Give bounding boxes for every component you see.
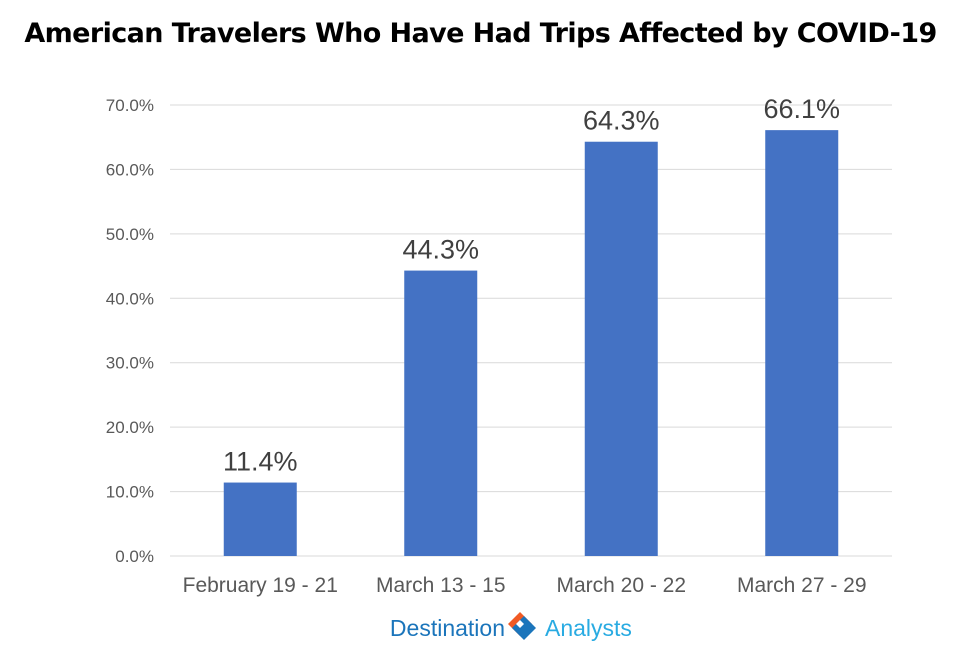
x-tick-label: March 13 - 15 bbox=[376, 574, 506, 597]
data-label: 11.4% bbox=[223, 447, 298, 477]
y-axis-tick-labels: 0.0% 10.0% 20.0% 30.0% 40.0% 50.0% 60.0% 70.0% bbox=[106, 96, 154, 566]
bars bbox=[223, 130, 839, 556]
y-tick-label: 10.0% bbox=[106, 483, 154, 502]
data-labels: 11.4% 44.3% 64.3% 66.1% bbox=[223, 94, 840, 476]
logo-text-analysts: Analysts bbox=[545, 615, 632, 641]
y-tick-label: 50.0% bbox=[106, 225, 154, 244]
logo-text-destination: Destination bbox=[390, 615, 505, 641]
logo-diamond-icon bbox=[508, 612, 536, 640]
data-label: 64.3% bbox=[583, 106, 660, 136]
y-tick-label: 20.0% bbox=[106, 418, 154, 437]
bar bbox=[404, 270, 478, 556]
y-tick-label: 30.0% bbox=[106, 354, 154, 373]
y-tick-label: 70.0% bbox=[106, 96, 154, 115]
y-tick-label: 40.0% bbox=[106, 289, 154, 308]
y-tick-label: 60.0% bbox=[106, 160, 154, 179]
x-tick-label: March 27 - 29 bbox=[737, 574, 867, 597]
bar bbox=[584, 141, 658, 556]
data-label: 66.1% bbox=[763, 94, 840, 124]
x-tick-label: March 20 - 22 bbox=[556, 574, 686, 597]
bar bbox=[765, 130, 839, 556]
y-tick-label: 0.0% bbox=[115, 547, 154, 566]
x-tick-label: February 19 - 21 bbox=[183, 574, 338, 597]
data-label: 44.3% bbox=[402, 235, 479, 265]
bar bbox=[223, 482, 297, 556]
chart-title: American Travelers Who Have Had Trips Af… bbox=[24, 18, 937, 49]
x-axis-tick-labels: February 19 - 21 March 13 - 15 March 20 - … bbox=[183, 574, 867, 597]
destination-analysts-logo: Destination Analysts bbox=[0, 608, 961, 648]
